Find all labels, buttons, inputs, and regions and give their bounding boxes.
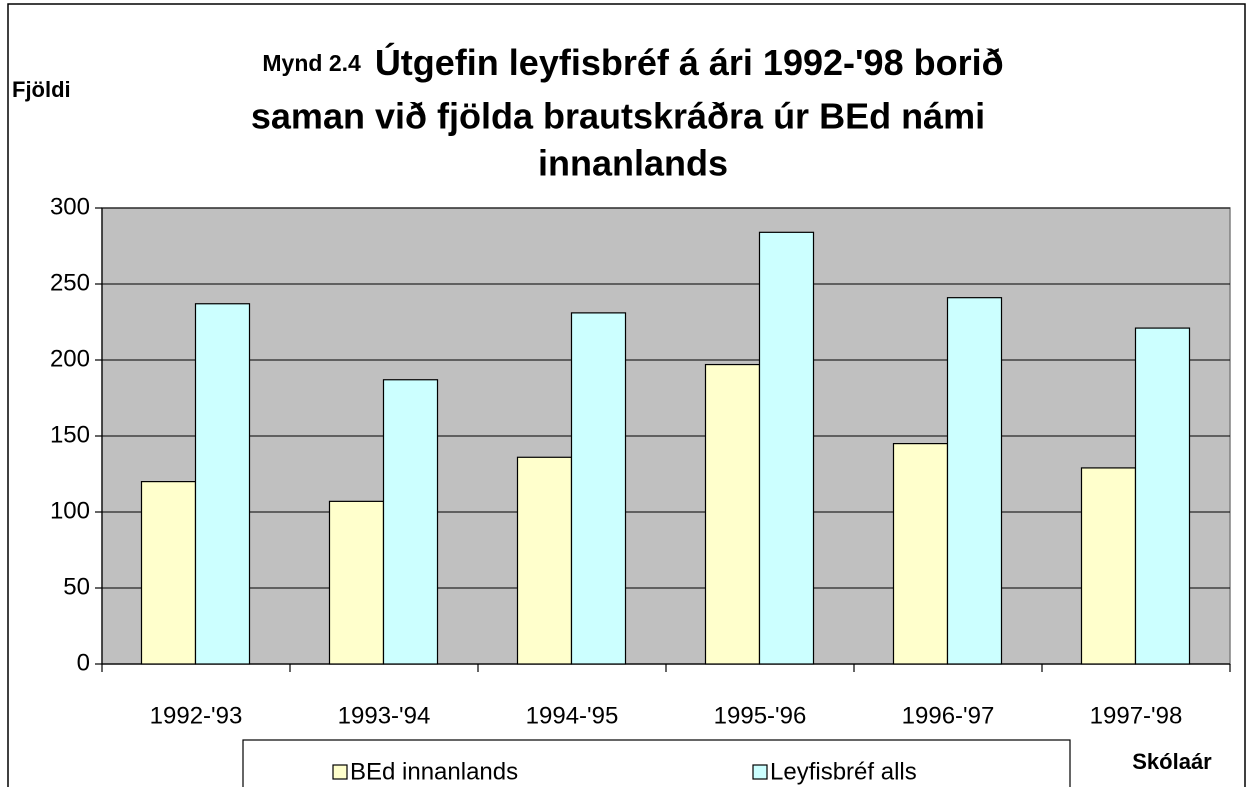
bar xyxy=(328,500,385,665)
y-tick-label: 100 xyxy=(50,497,90,524)
bar xyxy=(570,312,627,665)
title-line: saman við fjölda brautskráðra úr BEd nám… xyxy=(251,96,985,137)
bar xyxy=(140,481,197,665)
x-tick-label: 1992-'93 xyxy=(150,702,243,729)
bar xyxy=(892,443,949,665)
legend-label: Leyfisbréf alls xyxy=(770,758,917,785)
x-tick-label: 1995-'96 xyxy=(714,702,807,729)
y-tick-label: 250 xyxy=(50,269,90,296)
x-axis-label: Skólaár xyxy=(1132,749,1212,774)
y-axis-label: Fjöldi xyxy=(12,77,71,102)
bar xyxy=(516,456,573,665)
bar xyxy=(704,363,761,665)
y-tick-label: 300 xyxy=(50,193,90,220)
bar xyxy=(1080,467,1137,665)
x-tick-label: 1997-'98 xyxy=(1090,702,1183,729)
legend-swatch xyxy=(332,764,348,780)
x-tick-label: 1996-'97 xyxy=(902,702,995,729)
chart-title: Mynd 2.4 Útgefin leyfisbréf á ári 1992-'9… xyxy=(262,41,1003,83)
y-tick-label: 150 xyxy=(50,421,90,448)
y-tick-label: 200 xyxy=(50,345,90,372)
y-tick-label: 50 xyxy=(63,573,90,600)
title-line: innanlands xyxy=(538,143,728,184)
bar xyxy=(382,379,439,665)
y-tick-label: 0 xyxy=(77,649,90,676)
legend-swatch xyxy=(752,764,768,780)
legend-box xyxy=(242,739,1071,787)
x-tick-label: 1993-'94 xyxy=(338,702,431,729)
bar xyxy=(194,303,251,665)
legend-label: BEd innanlands xyxy=(350,758,518,785)
bar xyxy=(1134,327,1191,665)
x-tick-label: 1994-'95 xyxy=(526,702,619,729)
title-prefix: Mynd 2.4 xyxy=(262,50,361,76)
bar xyxy=(758,231,815,665)
bar xyxy=(946,297,1003,665)
title-line: Útgefin leyfisbréf á ári 1992-'98 borið xyxy=(375,41,1004,83)
